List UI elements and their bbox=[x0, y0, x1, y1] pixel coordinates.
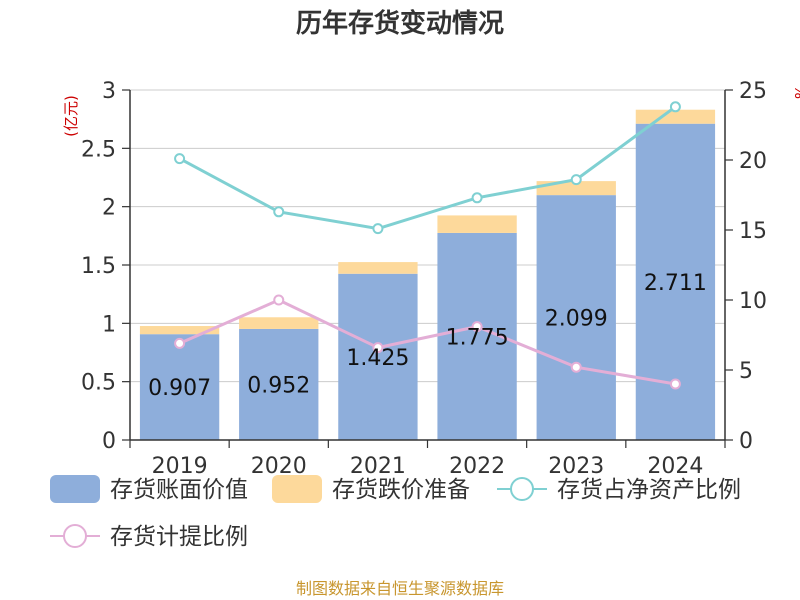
line-point bbox=[471, 321, 483, 333]
line-point bbox=[570, 174, 582, 186]
line-point bbox=[273, 206, 285, 218]
bar-data-label: 1.425 bbox=[346, 346, 409, 371]
right-tick-label: 0 bbox=[739, 429, 753, 454]
legend-swatch bbox=[272, 475, 322, 503]
line-point bbox=[570, 361, 582, 373]
right-tick-label: 10 bbox=[739, 289, 767, 314]
x-tick-label: 2021 bbox=[350, 454, 406, 479]
left-tick-label: 1 bbox=[102, 312, 116, 337]
legend-marker bbox=[510, 477, 534, 501]
right-tick-label: 15 bbox=[739, 219, 767, 244]
right-tick-label: 20 bbox=[739, 149, 767, 174]
bar-series bbox=[139, 109, 716, 440]
line-point bbox=[174, 337, 186, 349]
bar-data-label: 2.099 bbox=[545, 307, 608, 332]
data-labels: 0.907 0.952 1.425 1.775 2.099 2.711 bbox=[148, 271, 707, 401]
bar-data-label: 0.952 bbox=[247, 373, 310, 398]
right-axis-unit: % bbox=[792, 85, 800, 99]
x-tick-label: 2022 bbox=[449, 454, 505, 479]
axes: 0 0.5 1 1.5 2 2.5 3 0 5 10 15 20 25 2019 2020 2021 2022 2… bbox=[81, 79, 767, 479]
legend-label: 存货跌价准备 bbox=[332, 477, 470, 503]
left-tick-label: 0.5 bbox=[81, 371, 116, 396]
bar-inventory-value bbox=[338, 273, 418, 440]
bar-data-label: 2.711 bbox=[644, 271, 707, 296]
bar-inventory-value bbox=[139, 334, 220, 440]
legend-label: 存货占净资产比例 bbox=[557, 477, 741, 503]
left-tick-label: 0 bbox=[102, 429, 116, 454]
bar-impairment-reserve bbox=[338, 262, 418, 274]
bar-inventory-value bbox=[239, 328, 319, 440]
left-axis-unit: (亿元) bbox=[62, 95, 80, 137]
line-path bbox=[178, 105, 677, 231]
right-tick-label: 25 bbox=[739, 79, 767, 104]
bar-impairment-reserve bbox=[239, 317, 319, 329]
line-point bbox=[273, 294, 285, 306]
left-tick-label: 3 bbox=[102, 79, 116, 104]
line-point bbox=[471, 192, 483, 204]
bar-inventory-value bbox=[536, 195, 616, 440]
x-tick-label: 2024 bbox=[647, 454, 703, 479]
legend-label: 存货账面价值 bbox=[110, 477, 248, 503]
legend-marker bbox=[63, 524, 87, 548]
line-point bbox=[372, 223, 384, 235]
bar-data-label: 1.775 bbox=[446, 325, 509, 350]
left-tick-label: 2 bbox=[102, 196, 116, 221]
left-tick-label: 2.5 bbox=[81, 137, 116, 162]
x-tick-label: 2019 bbox=[152, 454, 208, 479]
bar-impairment-reserve bbox=[437, 215, 517, 233]
left-tick-label: 1.5 bbox=[81, 254, 116, 279]
x-tick-label: 2023 bbox=[548, 454, 604, 479]
line-point bbox=[669, 378, 681, 390]
line-series bbox=[174, 101, 681, 390]
bar-data-label: 0.907 bbox=[148, 376, 211, 401]
line-point bbox=[174, 153, 186, 165]
x-tick-label: 2020 bbox=[251, 454, 307, 479]
legend-swatch bbox=[50, 475, 100, 503]
source-note: 制图数据来自恒生聚源数据库 bbox=[296, 579, 504, 598]
line-point bbox=[372, 342, 384, 354]
bar-impairment-reserve bbox=[139, 326, 220, 335]
line-path bbox=[178, 298, 676, 386]
right-tick-label: 5 bbox=[739, 359, 753, 384]
chart-title: 历年存货变动情况 bbox=[296, 8, 504, 39]
line-point bbox=[669, 101, 681, 113]
legend-label: 存货计提比例 bbox=[110, 524, 248, 550]
